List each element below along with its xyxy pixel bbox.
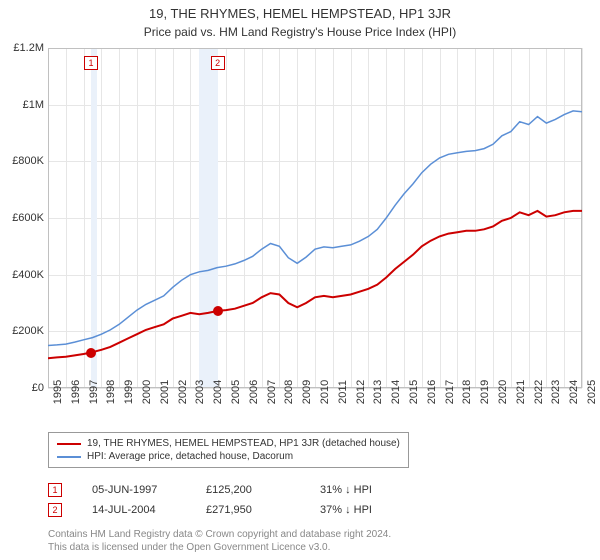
chart-subtitle: Price paid vs. HM Land Registry's House … [0, 21, 600, 39]
sale-dot [86, 348, 96, 358]
legend-swatch [57, 443, 81, 445]
sale-marker-icon: 1 [48, 483, 62, 497]
legend-label: HPI: Average price, detached house, Daco… [87, 451, 293, 462]
line-series [48, 48, 582, 388]
footer: Contains HM Land Registry data © Crown c… [48, 528, 391, 554]
sale-dot [213, 306, 223, 316]
sale-marker-box: 1 [84, 56, 98, 70]
legend-item: HPI: Average price, detached house, Daco… [57, 450, 400, 463]
y-tick-label: £1.2M [0, 42, 44, 54]
legend-item: 19, THE RHYMES, HEMEL HEMPSTEAD, HP1 3JR… [57, 437, 400, 450]
sale-date: 05-JUN-1997 [92, 484, 182, 496]
y-tick-label: £600K [0, 212, 44, 224]
legend: 19, THE RHYMES, HEMEL HEMPSTEAD, HP1 3JR… [48, 432, 409, 468]
sale-diff: 31% ↓ HPI [320, 484, 410, 496]
series-property [48, 211, 582, 358]
legend-swatch [57, 456, 81, 458]
y-tick-label: £400K [0, 269, 44, 281]
footer-line: Contains HM Land Registry data © Crown c… [48, 528, 391, 541]
sales-row: 1 05-JUN-1997 £125,200 31% ↓ HPI [48, 480, 410, 500]
chart-container: 19, THE RHYMES, HEMEL HEMPSTEAD, HP1 3JR… [0, 0, 600, 560]
y-tick-label: £200K [0, 325, 44, 337]
sale-marker-box: 2 [211, 56, 225, 70]
legend-label: 19, THE RHYMES, HEMEL HEMPSTEAD, HP1 3JR… [87, 438, 400, 449]
x-tick-label: 2025 [586, 380, 598, 404]
sale-date: 14-JUL-2004 [92, 504, 182, 516]
footer-line: This data is licensed under the Open Gov… [48, 541, 391, 554]
series-hpi [48, 111, 582, 346]
sale-diff: 37% ↓ HPI [320, 504, 410, 516]
sales-row: 2 14-JUL-2004 £271,950 37% ↓ HPI [48, 500, 410, 520]
sale-marker-icon: 2 [48, 503, 62, 517]
y-tick-label: £800K [0, 155, 44, 167]
sale-price: £125,200 [206, 484, 296, 496]
y-tick-label: £1M [0, 99, 44, 111]
sales-table: 1 05-JUN-1997 £125,200 31% ↓ HPI 2 14-JU… [48, 480, 410, 520]
chart-title: 19, THE RHYMES, HEMEL HEMPSTEAD, HP1 3JR [0, 0, 600, 21]
sale-price: £271,950 [206, 504, 296, 516]
y-tick-label: £0 [0, 382, 44, 394]
